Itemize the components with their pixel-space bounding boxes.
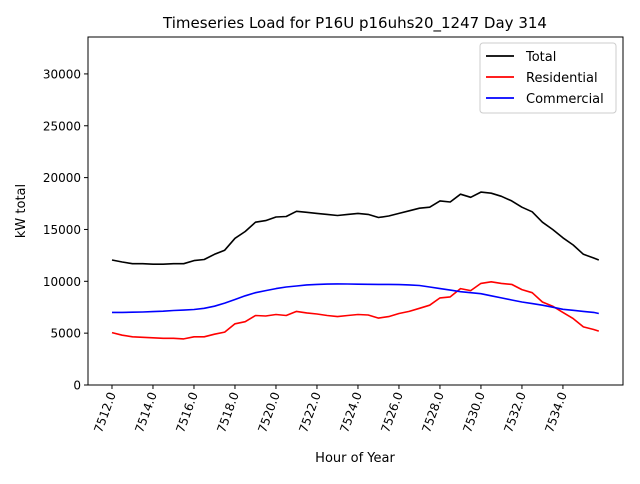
x-tick-label: 7530.0 [460, 390, 488, 434]
x-tick-label: 7532.0 [501, 390, 529, 434]
legend-label-residential: Residential [526, 71, 598, 86]
chart-title: Timeseries Load for P16U p16uhs20_1247 D… [162, 14, 547, 33]
x-tick-label: 7534.0 [542, 390, 570, 434]
x-tick-label: 7526.0 [378, 390, 406, 434]
y-tick-label: 30000 [43, 67, 81, 81]
legend-label-total: Total [525, 50, 556, 65]
y-axis-ticks: 0 5000 10000 15000 20000 25000 30000 [43, 67, 88, 393]
plot-frame [87, 36, 624, 386]
x-tick-label: 7522.0 [296, 390, 324, 434]
legend: Total Residential Commercial [479, 42, 617, 114]
x-tick-label: 7524.0 [337, 390, 365, 434]
legend-box [479, 42, 617, 114]
y-axis-label: kW total [14, 184, 29, 238]
y-tick-label: 15000 [43, 223, 81, 237]
x-tick-label: 7520.0 [255, 390, 283, 434]
y-tick-label: 25000 [43, 119, 81, 133]
x-tick-label: 7516.0 [173, 390, 201, 434]
x-tick-label: 7514.0 [132, 390, 160, 434]
series-line-total [111, 191, 600, 266]
x-tick-label: 7528.0 [419, 390, 447, 434]
legend-label-commercial: Commercial [526, 92, 604, 107]
x-tick-label: 7518.0 [214, 390, 242, 434]
y-tick-label: 5000 [50, 327, 81, 341]
y-tick-label: 0 [73, 379, 81, 393]
x-axis-label: Hour of Year [315, 451, 395, 466]
series-line-commercial [112, 283, 599, 315]
x-tick-label: 7512.0 [91, 390, 119, 434]
plot-area [87, 36, 624, 386]
x-axis-ticks: 7512.0 7514.0 7516.0 7518.0 7520.0 7522.0 7524… [91, 385, 570, 434]
y-tick-label: 20000 [43, 171, 81, 185]
y-tick-label: 10000 [43, 275, 81, 289]
series-line-residential [111, 280, 600, 340]
